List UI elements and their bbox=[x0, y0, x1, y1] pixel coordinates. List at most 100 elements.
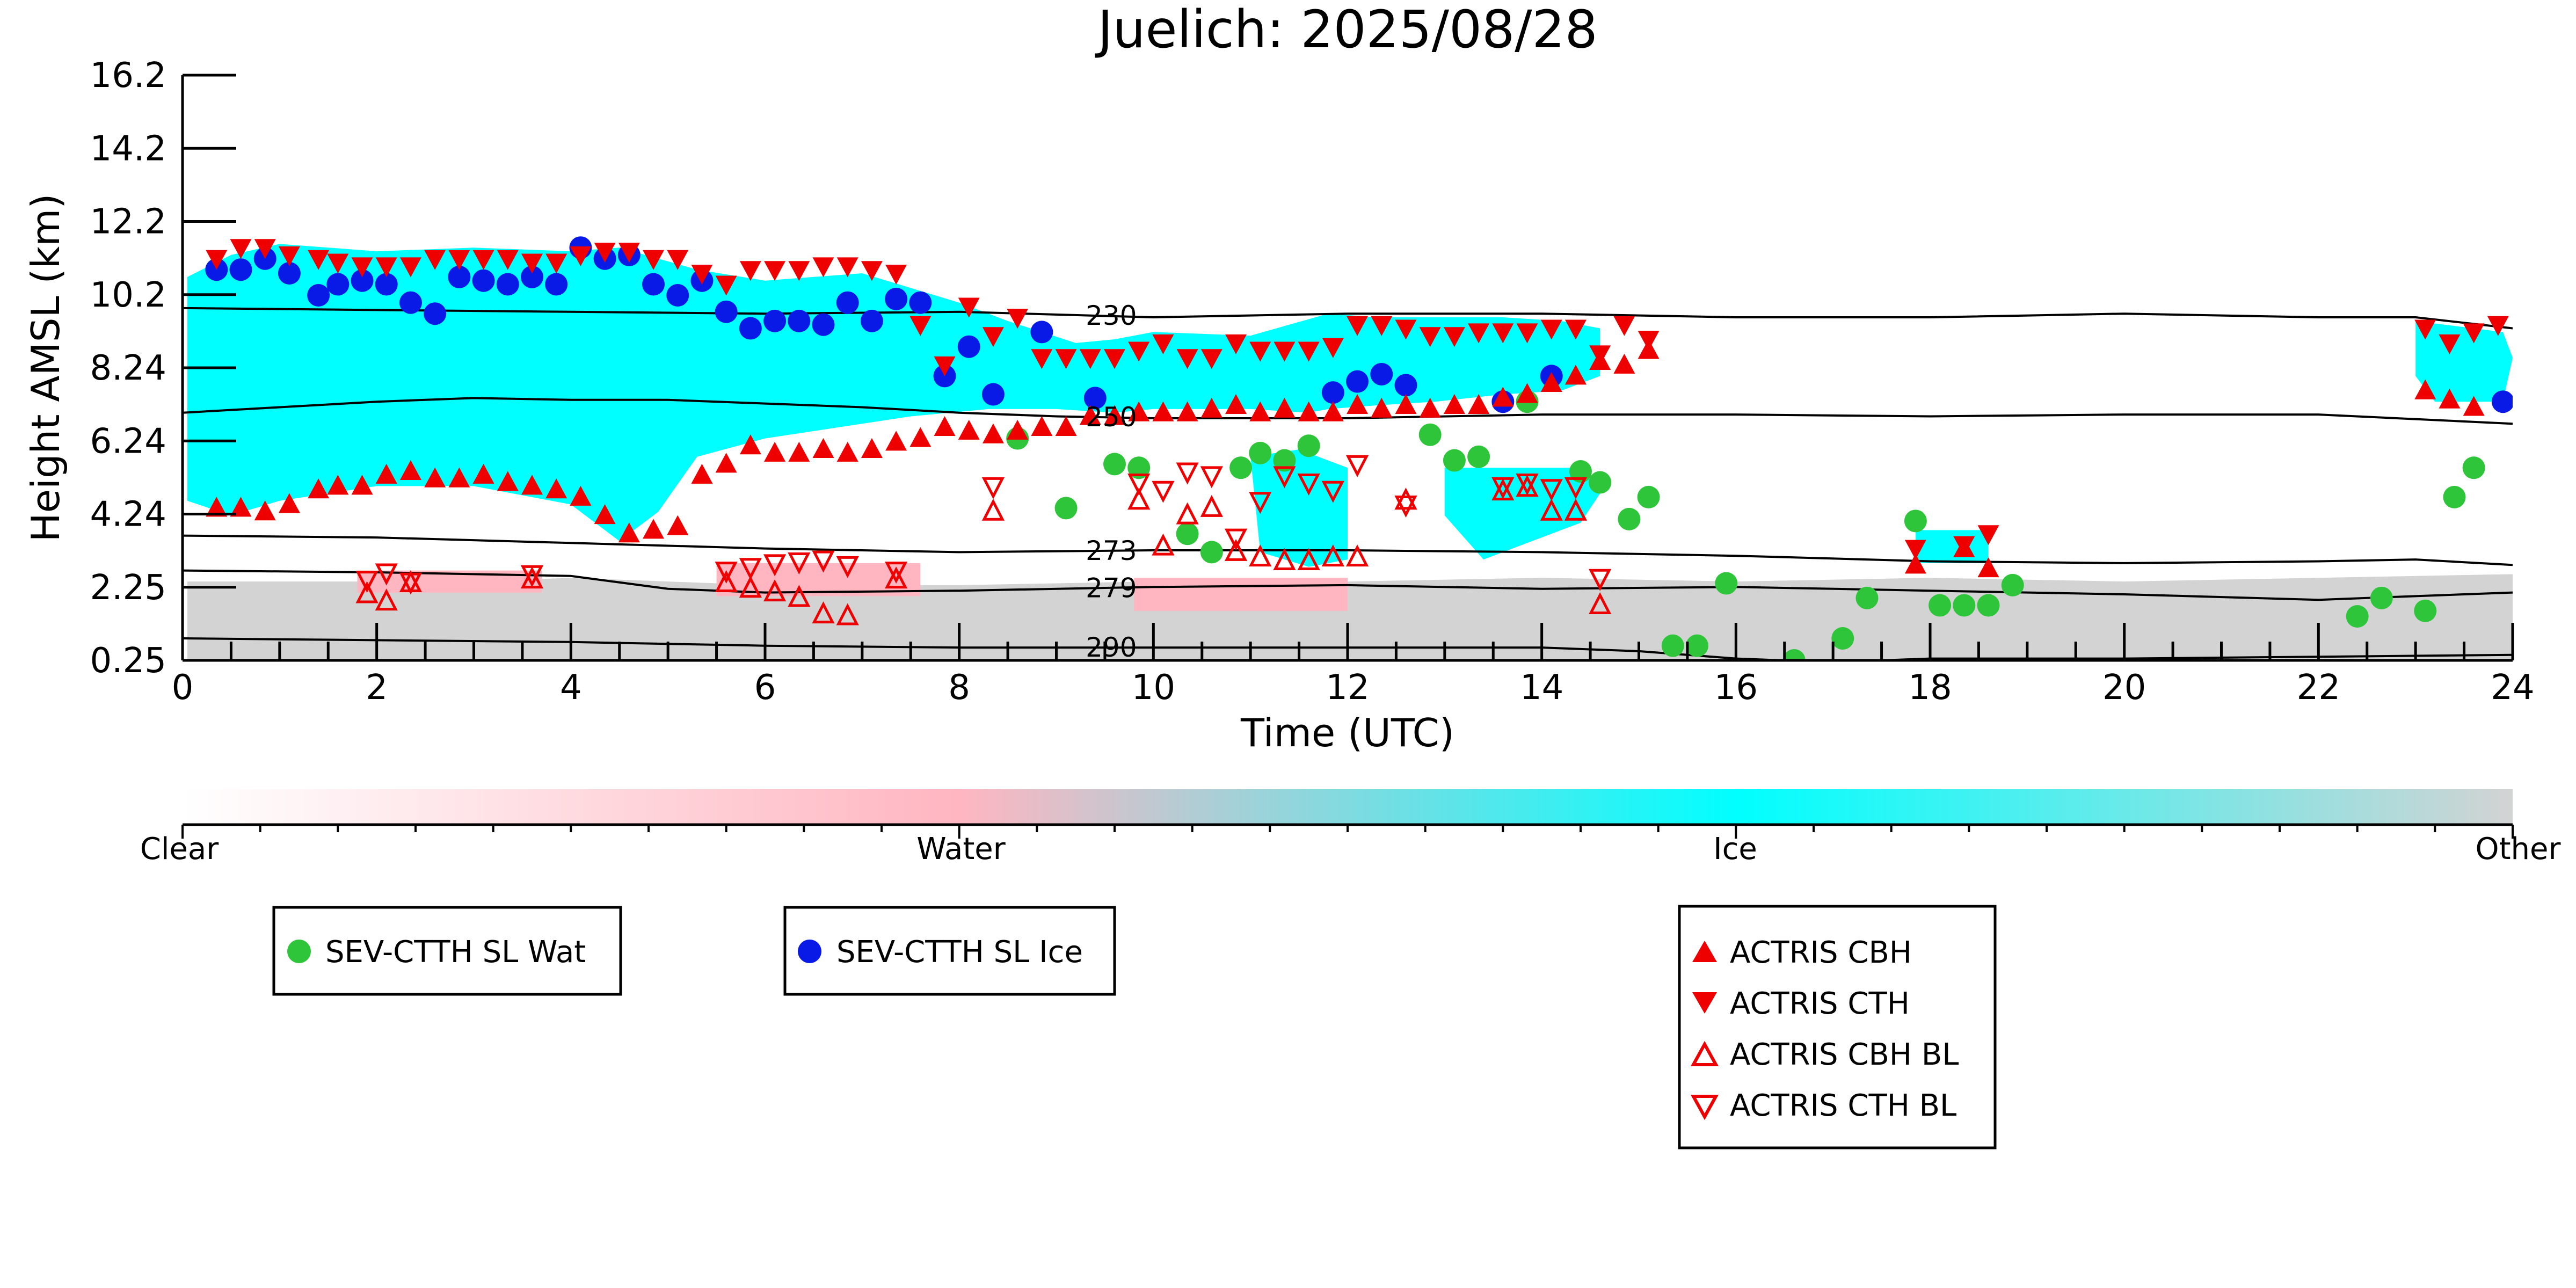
legend-marker-sev-ice bbox=[798, 940, 821, 963]
marker-actris-cth bbox=[861, 261, 883, 281]
marker-actris-cbh-bl bbox=[1249, 544, 1272, 567]
marker-actris-cbh-bl bbox=[1321, 544, 1344, 567]
marker-sev-ctth-sl-wat bbox=[1618, 507, 1641, 530]
phase-region-water bbox=[1134, 578, 1348, 611]
marker-actris-cth bbox=[1540, 319, 1562, 340]
y-tick-label: 10.2 bbox=[90, 275, 167, 315]
marker-sev-ctth-sl-ice bbox=[739, 317, 762, 340]
marker-actris-cth bbox=[448, 250, 470, 270]
marker-actris-cth bbox=[1395, 319, 1417, 340]
x-tick-label: 10 bbox=[1132, 668, 1175, 708]
marker-actris-cbh bbox=[667, 515, 689, 535]
marker-actris-cth bbox=[934, 356, 956, 376]
marker-actris-cth-bl bbox=[520, 565, 544, 587]
legend-sev-wat: SEV-CTTH SL Wat bbox=[272, 906, 622, 996]
marker-actris-cbh bbox=[764, 441, 786, 462]
marker-actris-cbh-bl bbox=[375, 588, 398, 611]
marker-actris-cbh-bl bbox=[1224, 539, 1248, 561]
phase-region-ice bbox=[2415, 321, 2513, 402]
x-tick-label: 22 bbox=[2297, 668, 2340, 708]
marker-actris-cbh bbox=[375, 463, 397, 484]
marker-actris-cth-bl bbox=[1491, 477, 1515, 499]
marker-actris-cth bbox=[399, 257, 421, 278]
marker-sev-ctth-sl-wat bbox=[1977, 594, 2000, 617]
contour-line-250 bbox=[183, 397, 2513, 425]
marker-actris-cbh bbox=[1007, 419, 1029, 440]
marker-actris-cth-bl bbox=[1152, 481, 1175, 503]
marker-actris-cbh-bl bbox=[1273, 548, 1296, 570]
marker-actris-cth-bl bbox=[739, 558, 762, 580]
marker-sev-ctth-sl-wat bbox=[1904, 510, 1927, 533]
marker-actris-cth bbox=[1322, 338, 1344, 358]
marker-sev-ctth-sl-wat bbox=[1273, 449, 1296, 472]
marker-actris-cbh-bl bbox=[885, 566, 908, 589]
marker-actris-cbh bbox=[1904, 554, 1926, 574]
marker-actris-cbh bbox=[982, 423, 1004, 443]
marker-actris-cth bbox=[1104, 349, 1125, 369]
marker-sev-ctth-sl-wat bbox=[1200, 541, 1223, 564]
marker-actris-cbh bbox=[1031, 416, 1053, 436]
marker-sev-ctth-sl-ice bbox=[229, 258, 252, 281]
y-tick-label: 4.24 bbox=[90, 495, 167, 535]
marker-actris-cbh bbox=[812, 438, 834, 459]
marker-actris-cbh bbox=[2414, 379, 2436, 399]
marker-actris-cth bbox=[1977, 525, 1999, 545]
x-tick-label: 24 bbox=[2491, 668, 2534, 708]
marker-actris-cbh bbox=[1516, 383, 1538, 403]
marker-sev-ctth-sl-ice bbox=[909, 291, 932, 314]
marker-actris-cth-bl bbox=[355, 571, 379, 593]
marker-actris-cth bbox=[812, 257, 834, 278]
y-tick-label: 2.25 bbox=[90, 568, 167, 608]
marker-actris-cth bbox=[424, 250, 446, 270]
marker-actris-cth bbox=[375, 257, 397, 278]
marker-sev-ctth-sl-wat bbox=[1467, 445, 1490, 468]
marker-sev-ctth-sl-ice bbox=[1321, 381, 1344, 404]
marker-sev-ctth-sl-ice bbox=[2491, 390, 2513, 413]
marker-actris-cth bbox=[2487, 316, 2509, 336]
marker-actris-cth-bl bbox=[1394, 496, 1417, 518]
marker-actris-cbh-bl bbox=[1394, 487, 1417, 510]
marker-actris-cth-bl bbox=[1345, 455, 1369, 477]
marker-actris-cth bbox=[1128, 341, 1150, 362]
marker-actris-cth bbox=[254, 239, 276, 259]
marker-actris-cth-bl bbox=[1540, 479, 1563, 501]
marker-actris-cth-bl bbox=[763, 554, 787, 577]
contour-label-273: 273 bbox=[1086, 535, 1137, 566]
marker-actris-cth bbox=[1613, 316, 1635, 336]
chart-title: Juelich: 2025/08/28 bbox=[1095, 0, 1597, 60]
marker-actris-cbh-bl bbox=[812, 601, 835, 624]
marker-sev-ctth-sl-wat bbox=[1831, 627, 1854, 650]
marker-actris-cbh bbox=[424, 467, 446, 487]
marker-actris-cbh-bl bbox=[1152, 533, 1175, 556]
phase-regions bbox=[187, 244, 2513, 660]
marker-actris-cth-bl bbox=[1564, 477, 1588, 499]
marker-actris-cth bbox=[885, 265, 907, 285]
marker-actris-cth bbox=[206, 250, 228, 270]
y-tick-label: 16.2 bbox=[90, 56, 167, 96]
marker-sev-ctth-sl-wat bbox=[1249, 441, 1272, 464]
x-tick-label: 2 bbox=[366, 668, 388, 708]
marker-actris-cth bbox=[472, 250, 494, 270]
marker-actris-cth-bl bbox=[715, 562, 738, 584]
marker-actris-cbh bbox=[1613, 353, 1635, 374]
marker-sev-ctth-sl-ice bbox=[836, 291, 859, 314]
marker-sev-ctth-sl-ice bbox=[957, 335, 980, 358]
marker-sev-ctth-sl-wat bbox=[1176, 522, 1199, 545]
marker-sev-ctth-sl-ice bbox=[860, 309, 883, 332]
legend-marker-cbh-bl bbox=[1690, 1040, 1719, 1066]
phase-region-ice bbox=[1915, 530, 1989, 563]
phase-region-water bbox=[716, 563, 921, 596]
marker-actris-cth bbox=[1516, 323, 1538, 344]
marker-sev-ctth-sl-wat bbox=[2346, 605, 2369, 628]
marker-actris-cth bbox=[1249, 341, 1271, 362]
marker-sev-ctth-sl-ice bbox=[1394, 374, 1417, 397]
marker-actris-cth bbox=[1904, 540, 1926, 560]
marker-actris-cbh-bl bbox=[788, 585, 811, 607]
marker-sev-ctth-sl-wat bbox=[2414, 599, 2437, 622]
y-ticks: 0.25 2.25 4.24 6.24 8.24 10.2 12.2 14.2 16.2 bbox=[90, 56, 236, 681]
colorbar-label-water: Water bbox=[916, 832, 1006, 867]
marker-actris-cth bbox=[715, 275, 737, 296]
legend-marker-cth bbox=[1692, 992, 1717, 1014]
marker-sev-ctth-sl-wat bbox=[1782, 649, 1806, 660]
